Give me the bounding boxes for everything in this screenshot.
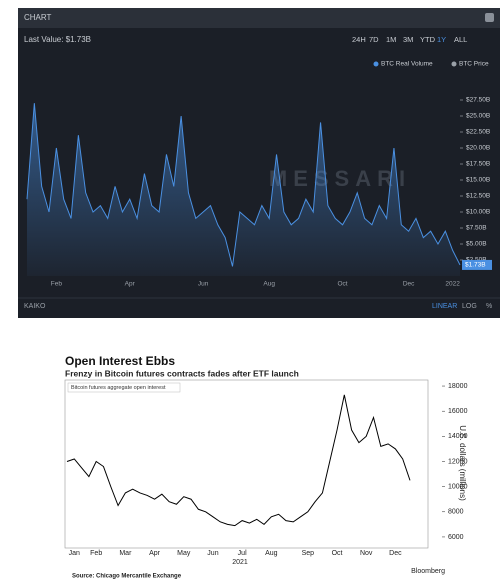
x-tick-label: 2022: [445, 281, 460, 288]
x-tick-label: Dec: [389, 550, 402, 557]
x-tick-label: Oct: [338, 281, 348, 288]
legend-dot: [373, 61, 379, 67]
camera-icon[interactable]: [485, 13, 494, 22]
scale-percent[interactable]: %: [486, 303, 492, 310]
y-tick-label: $20.00B: [466, 145, 490, 152]
y-tick-label: $15.00B: [466, 177, 490, 184]
panel-title: CHART: [24, 13, 52, 22]
x-tick-label: Mar: [119, 550, 132, 557]
last-value-tag: [462, 259, 492, 270]
y-tick-label: $5.00B: [466, 241, 487, 248]
chart-title: Open Interest Ebbs: [65, 354, 175, 368]
legend-label: Bitcoin futures aggregate open interest: [71, 385, 166, 391]
x-tick-label: Jul: [238, 550, 247, 557]
y-tick-label: $17.50B: [466, 161, 490, 168]
y-tick-label: $10.00B: [466, 209, 490, 216]
x-tick-label: Aug: [263, 281, 275, 288]
y-tick-label: $12.50B: [466, 193, 490, 200]
scale-linear[interactable]: LINEAR: [432, 303, 457, 310]
range-button[interactable]: 7D: [369, 35, 379, 44]
range-button[interactable]: 24H: [352, 35, 366, 44]
legend-box: [67, 382, 181, 393]
range-button[interactable]: ALL: [454, 35, 467, 44]
last-value: Last Value: $1.73B: [24, 35, 91, 44]
y-tick-label: 8000: [448, 509, 464, 516]
y-tick-label: 18000: [448, 383, 468, 390]
chart-subtitle: Frenzy in Bitcoin futures contracts fade…: [65, 368, 299, 378]
x-tick-label: Oct: [332, 550, 343, 557]
range-button[interactable]: 3M: [403, 35, 413, 44]
scale-log[interactable]: LOG: [462, 303, 477, 310]
series-line: [26, 103, 461, 267]
source: Source: Chicago Mercantile Exchange: [72, 574, 182, 580]
footer-source: KAIKO: [24, 303, 46, 310]
x-tick-label: Jun: [207, 550, 218, 557]
last-value-tag-label: $1.73B: [465, 262, 486, 269]
area-fill: [27, 103, 460, 276]
panel-header: [18, 8, 500, 28]
x-tick-label: Dec: [403, 281, 415, 288]
range-button[interactable]: 1Y: [437, 35, 446, 44]
x-tick-label: Sep: [302, 550, 315, 557]
y-tick-label: 12000: [448, 458, 468, 465]
y-axis-label: U.S. dollars (millions): [458, 425, 467, 501]
y-tick-label: $25.00B: [466, 113, 490, 120]
plot-frame: [64, 379, 429, 549]
series-line: [66, 394, 411, 527]
x-tick-label: Jun: [198, 281, 209, 288]
range-buttons: 24H 7D 1M 3M YTD 1Y ALL: [352, 35, 467, 44]
y-tick-label: $22.50B: [466, 129, 490, 136]
legend-label: BTC Price: [459, 61, 489, 68]
x-sublabel: 2021: [232, 559, 248, 566]
x-tick-label: Nov: [360, 550, 373, 557]
y-tick-label: 16000: [448, 408, 468, 415]
x-tick-label: Apr: [149, 550, 161, 557]
range-button[interactable]: 1M: [386, 35, 396, 44]
x-tick-label: Apr: [125, 281, 136, 288]
watermark: MESSARI: [269, 166, 411, 191]
x-tick-label: Feb: [90, 550, 102, 557]
credit: Bloomberg: [411, 568, 445, 575]
x-tick-label: Jan: [69, 550, 80, 557]
x-tick-label: May: [177, 550, 191, 557]
legend-dot: [451, 61, 457, 67]
x-tick-label: Aug: [265, 550, 278, 557]
legend-label: BTC Real Volume: [381, 61, 433, 68]
range-button[interactable]: YTD: [420, 35, 436, 44]
y-tick-label: $7.50B: [466, 225, 487, 232]
x-tick-label: Feb: [51, 281, 63, 288]
y-tick-label: 6000: [448, 534, 464, 541]
y-tick-label: 10000: [448, 483, 468, 490]
y-tick-label: $27.50B: [466, 97, 490, 104]
y-tick-label: 14000: [448, 433, 468, 440]
